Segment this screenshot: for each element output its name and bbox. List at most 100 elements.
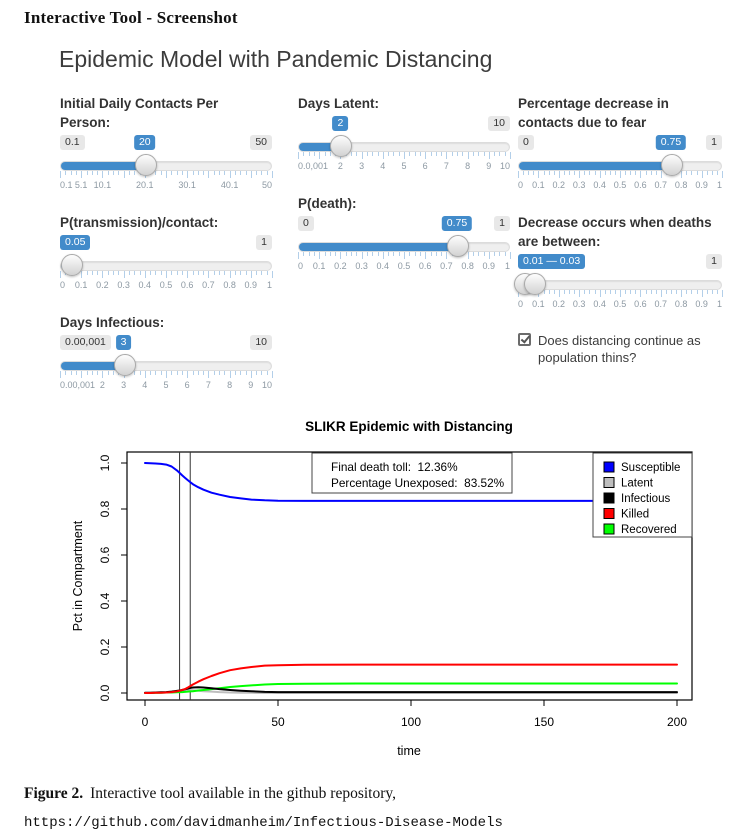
controls-column-3: Percentage decrease in contacts due to f…	[514, 94, 723, 366]
y-tick-label: 0.0	[98, 684, 112, 701]
control-p-transmission: P(transmission)/contact: 1 0.05 0 0.1 0.2 0.3 0…	[60, 213, 273, 290]
control-death-range: Decrease occurs when deaths are between:…	[514, 213, 723, 309]
p-transmission-slider[interactable]: 1 0.05 0 0.1 0.2 0.3 0.4 0.5 0.6 0.7 0.8 0.9 1	[60, 235, 273, 290]
x-tick-label: 100	[401, 715, 421, 729]
figure-caption-text: Interactive tool available in the github…	[90, 784, 397, 802]
days-infectious-value-badge: 3	[115, 335, 132, 350]
p-transmission-track[interactable]	[60, 261, 272, 271]
initial-contacts-max-badge: 50	[250, 135, 272, 150]
plot-frame	[126, 451, 693, 701]
p-transmission-handle[interactable]	[60, 254, 83, 276]
legend-swatch-recovered	[603, 523, 615, 535]
days-infectious-track[interactable]	[60, 361, 272, 371]
days-latent-fill	[299, 143, 341, 151]
control-fear-decrease: Percentage decrease in contacts due to f…	[518, 94, 723, 190]
p-death-value-badge: 0.75	[441, 216, 473, 231]
p-death-fill	[299, 243, 457, 251]
series-line-killed	[144, 663, 678, 694]
initial-contacts-label: Initial Daily Contacts Per Person:	[60, 96, 219, 130]
annotation-box	[311, 452, 513, 494]
days-infectious-slider[interactable]: 0.00,001 10 3 0.00,001 2 3 4 5 6 7 8 9 10	[60, 335, 273, 390]
series-line-susceptible	[144, 462, 678, 502]
fear-decrease-track[interactable]	[518, 161, 722, 171]
legend-label-susceptible: Susceptible	[621, 462, 680, 474]
days-latent-label: Days Latent:	[298, 96, 380, 111]
x-tick-label: 200	[667, 715, 687, 729]
death-range-value-badge: 0.01 — 0.03	[518, 254, 586, 269]
figure-caption: Figure 2. Interactive tool available in t…	[24, 780, 503, 837]
controls-column-2: Days Latent: 10 2 0.0,001 2 3 4 5 6 7 8 9 10 P(death)…	[298, 94, 511, 294]
y-tick-label: 1.0	[98, 454, 112, 471]
days-infectious-handle[interactable]	[113, 354, 136, 376]
days-latent-track[interactable]	[298, 142, 510, 152]
legend-label-killed: Killed	[621, 509, 649, 521]
fear-decrease-label: Percentage decrease in contacts due to f…	[518, 96, 669, 130]
x-tick-label: 50	[271, 715, 285, 729]
legend-swatch-killed	[603, 508, 615, 519]
legend-label-recovered: Recovered	[621, 524, 677, 536]
x-axis-label: time	[397, 744, 421, 758]
fear-decrease-min-badge: 0	[518, 135, 534, 150]
figure-caption-label: Figure 2.	[24, 784, 84, 802]
annotation-line-1: Final death toll: 12.36%	[331, 460, 458, 474]
initial-contacts-handle[interactable]	[134, 154, 157, 176]
p-death-slider[interactable]: 0 1 0.75 0 0.1 0.2 0.3 0.4 0.5 0.6 0.7 0.8 0.9 1	[298, 216, 511, 271]
y-axis-label: Pct in Compartment	[71, 520, 85, 631]
fear-decrease-value-badge: 0.75	[655, 135, 687, 150]
control-p-death: P(death): 0 1 0.75 0 0.1 0.2 0.3 0.4 0.5 0.6 0.7 0.8…	[298, 194, 511, 271]
y-tick-label: 0.4	[98, 592, 112, 609]
y-tick-label: 0.6	[98, 546, 112, 563]
days-latent-max-badge: 10	[488, 116, 510, 131]
p-death-max-badge: 1	[494, 216, 510, 231]
checkbox-icon[interactable]	[518, 333, 531, 346]
section-heading: Interactive Tool - Screenshot	[24, 8, 238, 27]
death-range-handle-2[interactable]	[524, 273, 547, 295]
death-range-slider[interactable]: 1 0.01 — 0.03 0 0.1 0.2 0.3 0.4 0.5 0.6 0.7 0.8 0.9…	[514, 254, 723, 309]
fear-decrease-slider[interactable]: 0 1 0.75 0 0.1 0.2 0.3 0.4 0.5 0.6 0.7 0.8 0.9 1	[518, 135, 723, 190]
legend-swatch-infectious	[603, 492, 615, 504]
legend-label-latent: Latent	[621, 478, 654, 490]
checkbox-distancing-continues[interactable]: Does distancing continue as population t…	[518, 332, 722, 366]
legend-label-infectious: Infectious	[621, 493, 670, 505]
p-death-handle[interactable]	[447, 235, 469, 257]
days-infectious-fill	[61, 362, 124, 370]
controls-column-1: Initial Daily Contacts Per Person: 0.1 50 2…	[60, 94, 273, 413]
days-latent-slider[interactable]: 10 2 0.0,001 2 3 4 5 6 7 8 9 10	[298, 116, 511, 171]
initial-contacts-min-badge: 0.1	[60, 135, 85, 150]
p-death-min-badge: 0	[298, 216, 314, 231]
death-range-track[interactable]	[518, 280, 722, 290]
p-transmission-label: P(transmission)/contact:	[60, 215, 219, 230]
annotation-line-2: Percentage Unexposed: 83.52%	[331, 476, 505, 490]
chart-title: SLIKR Epidemic with Distancing	[305, 419, 513, 434]
days-infectious-min-badge: 0.00,001	[60, 335, 111, 350]
legend-swatch-susceptible	[603, 461, 615, 473]
fear-decrease-fill	[519, 162, 671, 170]
legend-swatch-latent	[603, 477, 615, 488]
distancing-continues-label: Does distancing continue as population t…	[538, 333, 701, 365]
initial-contacts-fill	[61, 162, 145, 170]
p-death-track[interactable]	[298, 242, 510, 252]
control-days-latent: Days Latent: 10 2 0.0,001 2 3 4 5 6 7 8 9 10	[298, 94, 511, 171]
x-tick-label: 150	[534, 715, 554, 729]
figure-caption-url: https://github.com/davidmanheim/Infectio…	[24, 814, 503, 831]
initial-contacts-value-badge: 20	[133, 135, 156, 150]
p-death-label: P(death):	[298, 196, 357, 211]
epidemic-plot: SLIKR Epidemic with Distancing time Pct in…	[60, 410, 750, 762]
fear-decrease-handle[interactable]	[661, 154, 683, 176]
control-initial-contacts: Initial Daily Contacts Per Person: 0.1 50 2…	[60, 94, 273, 190]
control-days-infectious: Days Infectious: 0.00,001 10 3 0.00,001 2 3 4 5 6…	[60, 313, 273, 390]
death-range-label: Decrease occurs when deaths are between:	[518, 215, 712, 249]
p-transmission-max-badge: 1	[256, 235, 272, 250]
p-transmission-value-badge: 0.05	[60, 235, 91, 250]
y-tick-label: 0.2	[98, 638, 112, 655]
fear-decrease-max-badge: 1	[706, 135, 722, 150]
death-range-max-badge: 1	[706, 254, 722, 269]
app-title: Epidemic Model with Pandemic Distancing	[59, 46, 493, 72]
days-infectious-max-badge: 10	[250, 335, 272, 350]
days-infectious-label: Days Infectious:	[60, 315, 165, 330]
initial-contacts-slider[interactable]: 0.1 50 20 0.1 5.1 10.1 20.1 30.1 40.1 50	[60, 135, 273, 190]
days-latent-handle[interactable]	[330, 135, 353, 157]
y-tick-label: 0.8	[98, 500, 112, 517]
days-latent-value-badge: 2	[332, 116, 349, 131]
initial-contacts-track[interactable]	[60, 161, 272, 171]
